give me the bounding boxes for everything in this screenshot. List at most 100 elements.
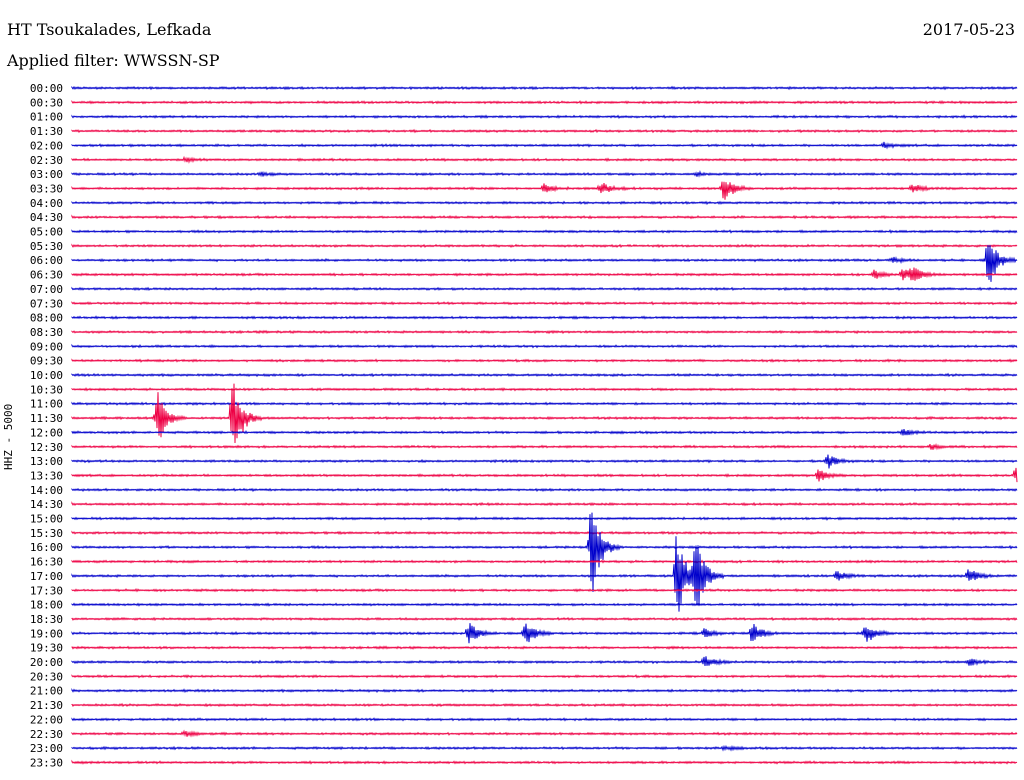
trace-line xyxy=(71,358,1018,363)
trace-line xyxy=(71,536,1018,612)
trace-line xyxy=(71,512,1018,593)
row-time-label: 20:30 xyxy=(30,670,63,683)
trace-line xyxy=(71,114,1018,120)
row-time-label: 10:00 xyxy=(30,369,63,382)
trace-line xyxy=(71,128,1018,134)
row-time-label: 17:30 xyxy=(30,584,63,597)
trace-line xyxy=(71,343,1018,349)
row-time-label: 03:30 xyxy=(30,182,63,195)
trace-line xyxy=(71,141,1018,150)
row-time-label: 09:00 xyxy=(30,340,63,353)
row-time-label: 05:30 xyxy=(30,240,63,253)
row-time-label: 01:30 xyxy=(30,125,63,138)
row-time-label: 18:00 xyxy=(30,599,63,612)
trace-line xyxy=(71,674,1018,679)
trace-line xyxy=(71,286,1018,292)
trace-line xyxy=(71,530,1018,536)
trace-line xyxy=(71,454,1018,469)
trace-line xyxy=(71,155,1018,164)
trace-line xyxy=(71,100,1018,105)
row-time-label: 15:00 xyxy=(30,513,63,526)
trace-line xyxy=(71,181,1018,200)
row-time-label: 19:00 xyxy=(30,627,63,640)
row-time-label: 14:00 xyxy=(30,484,63,497)
trace-line xyxy=(71,516,1018,521)
trace-line xyxy=(71,267,1018,281)
row-time-label: 07:30 xyxy=(30,297,63,310)
trace-line xyxy=(71,702,1018,708)
trace-line xyxy=(71,501,1018,507)
row-time-label: 13:00 xyxy=(30,455,63,468)
trace-line xyxy=(71,616,1018,622)
trace-line xyxy=(71,687,1018,694)
row-time-label: 06:30 xyxy=(30,269,63,282)
row-time-label: 22:00 xyxy=(30,713,63,726)
trace-line xyxy=(71,329,1018,335)
trace-line xyxy=(71,229,1018,234)
row-time-label: 02:00 xyxy=(30,139,63,152)
trace-line xyxy=(71,717,1018,722)
trace-line xyxy=(71,301,1018,306)
trace-line xyxy=(71,602,1018,607)
row-time-label: 11:30 xyxy=(30,412,63,425)
row-time-label: 16:30 xyxy=(30,556,63,569)
row-time-label: 00:00 xyxy=(30,82,63,95)
row-time-label: 23:00 xyxy=(30,742,63,755)
trace-line xyxy=(71,759,1018,765)
row-time-label: 22:30 xyxy=(30,728,63,741)
trace-line xyxy=(71,243,1018,249)
trace-line xyxy=(71,729,1018,738)
trace-line xyxy=(71,170,1018,178)
row-time-label: 20:00 xyxy=(30,656,63,669)
row-time-label: 13:30 xyxy=(30,469,63,482)
trace-line xyxy=(71,387,1018,392)
row-time-label: 08:00 xyxy=(30,312,63,325)
row-time-label: 12:30 xyxy=(30,441,63,454)
trace-line xyxy=(71,442,1018,451)
row-time-label: 00:30 xyxy=(30,96,63,109)
row-time-label: 10:30 xyxy=(30,383,63,396)
row-time-label: 04:00 xyxy=(30,197,63,210)
trace-line xyxy=(71,200,1018,206)
trace-line xyxy=(71,656,1018,666)
row-time-label: 14:30 xyxy=(30,498,63,511)
trace-line xyxy=(71,587,1018,593)
trace-line xyxy=(71,85,1018,91)
trace-line xyxy=(71,429,1018,436)
row-time-label: 21:00 xyxy=(30,685,63,698)
row-time-label: 01:00 xyxy=(30,111,63,124)
row-time-label: 04:30 xyxy=(30,211,63,224)
filter-label: Applied filter: WWSSN-SP xyxy=(7,51,220,70)
trace-line xyxy=(71,559,1018,564)
row-time-label: 15:30 xyxy=(30,527,63,540)
trace-line xyxy=(71,383,1018,444)
row-time-label: 09:30 xyxy=(30,355,63,368)
trace-line xyxy=(71,623,1018,644)
trace-line xyxy=(71,487,1018,493)
row-time-label: 05:00 xyxy=(30,226,63,239)
row-time-label: 11:00 xyxy=(30,398,63,411)
trace-line xyxy=(71,467,1018,483)
row-time-label: 18:30 xyxy=(30,613,63,626)
row-time-label: 16:00 xyxy=(30,541,63,554)
trace-line xyxy=(71,214,1018,220)
row-time-label: 07:00 xyxy=(30,283,63,296)
row-time-label: 03:00 xyxy=(30,168,63,181)
date-label: 2017-05-23 xyxy=(922,20,1015,39)
row-time-label: 21:30 xyxy=(30,699,63,712)
trace-line xyxy=(71,645,1018,650)
row-time-label: 17:00 xyxy=(30,570,63,583)
trace-line xyxy=(71,401,1018,406)
trace-line xyxy=(71,744,1018,752)
row-time-label: 19:30 xyxy=(30,642,63,655)
trace-line xyxy=(71,315,1018,320)
row-time-label: 23:30 xyxy=(30,756,63,769)
row-time-label: 08:30 xyxy=(30,326,63,339)
trace-line xyxy=(71,372,1018,378)
row-time-label: 02:30 xyxy=(30,154,63,167)
station-title: HT Tsoukalades, Lefkada xyxy=(7,20,212,39)
trace-line xyxy=(71,245,1018,282)
row-time-label: 06:00 xyxy=(30,254,63,267)
